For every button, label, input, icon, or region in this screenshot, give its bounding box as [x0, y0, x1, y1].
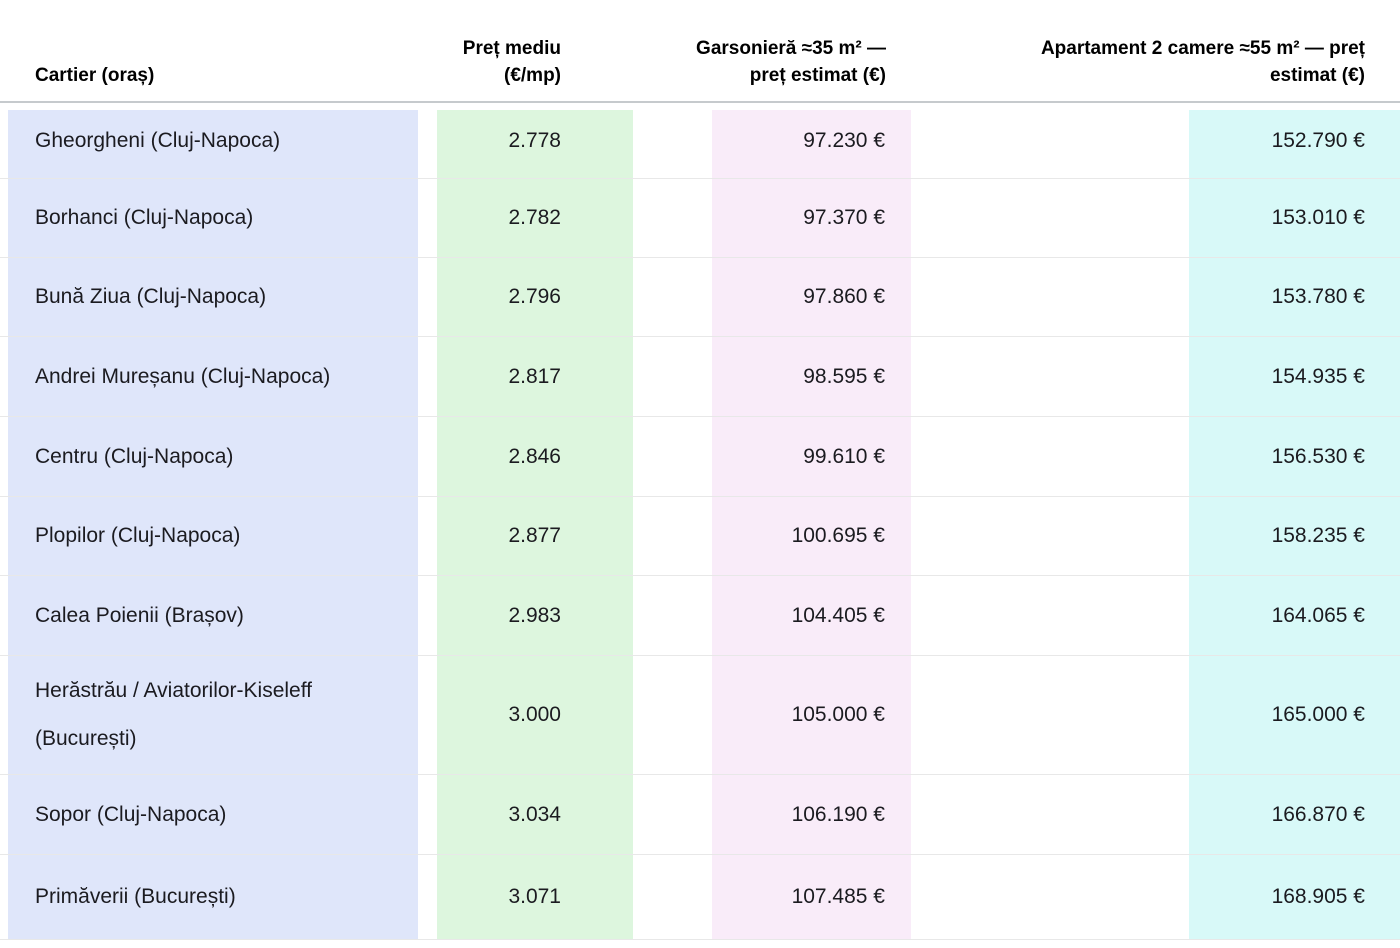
cell-apartament-pret: 166.870 € — [1271, 802, 1365, 826]
table-row: Calea Poienii (Brașov) 2.983 104.405 € 1… — [0, 576, 1400, 656]
column-header-pret-mediu-line1: Preț mediu — [462, 38, 561, 59]
cell-pret-mediu: 2.877 — [508, 524, 561, 547]
table-row: Plopilor (Cluj-Napoca) 2.877 100.695 € 1… — [0, 497, 1400, 576]
cell-garsoniera-pret: 97.370 € — [803, 206, 885, 229]
cell-pret-mediu: 2.817 — [508, 364, 561, 388]
cell-pret-mediu: 2.846 — [508, 444, 561, 468]
cell-garsoniera-pret: 99.610 € — [803, 444, 885, 468]
table-row: Bună Ziua (Cluj-Napoca) 2.796 97.860 € 1… — [0, 258, 1400, 337]
cell-pret-mediu: 2.983 — [508, 603, 561, 627]
cell-cartier: Plopilor (Cluj-Napoca) — [35, 524, 241, 547]
table-body: Gheorgheni (Cluj-Napoca) 2.778 97.230 € … — [0, 103, 1400, 940]
column-header-pret-mediu-line2: (€/mp) — [504, 65, 561, 86]
cell-garsoniera-pret: 100.695 € — [791, 524, 885, 547]
cell-cartier: Centru (Cluj-Napoca) — [35, 444, 234, 468]
cell-apartament-pret: 158.235 € — [1271, 524, 1365, 547]
column-header-apartament-line2: estimat (€) — [1269, 65, 1365, 86]
table-row: Sopor (Cluj-Napoca) 3.034 106.190 € 166.… — [0, 775, 1400, 855]
table-header-row: Cartier (oraș) Preț mediu (€/mp) Garsoni… — [0, 0, 1400, 103]
cell-garsoniera-pret: 98.595 € — [803, 364, 885, 388]
cell-cartier: Borhanci (Cluj-Napoca) — [35, 206, 254, 229]
cell-apartament-pret: 153.010 € — [1271, 206, 1365, 229]
column-header-apartament-line1: Apartament 2 camere ≈55 m² — preț — [1040, 38, 1365, 59]
cell-garsoniera-pret: 106.190 € — [791, 802, 885, 826]
column-header-garsoniera: Garsonieră ≈35 m² — preț estimat (€) — [633, 35, 911, 101]
table-row: Andrei Mureșanu (Cluj-Napoca) 2.817 98.5… — [0, 337, 1400, 417]
cell-apartament-pret: 152.790 € — [1271, 128, 1365, 152]
table-row: Borhanci (Cluj-Napoca) 2.782 97.370 € 15… — [0, 179, 1400, 258]
table-row: Herăstrău / Aviatorilor-Kiseleff (Bucure… — [0, 656, 1400, 775]
cell-cartier: Herăstrău / Aviatorilor-Kiseleff (Bucure… — [35, 679, 313, 750]
cell-pret-mediu: 2.796 — [508, 285, 561, 308]
column-header-apartament: Apartament 2 camere ≈55 m² — preț estima… — [911, 35, 1400, 101]
cell-cartier: Andrei Mureșanu (Cluj-Napoca) — [35, 364, 331, 388]
cell-cartier: Sopor (Cluj-Napoca) — [35, 802, 227, 826]
cell-pret-mediu: 3.071 — [508, 885, 561, 908]
cell-pret-mediu: 3.000 — [508, 703, 561, 726]
column-header-garsoniera-line2: preț estimat (€) — [749, 65, 886, 86]
table-row: Primăverii (București) 3.071 107.485 € 1… — [0, 855, 1400, 940]
cell-apartament-pret: 164.065 € — [1271, 603, 1365, 627]
cell-garsoniera-pret: 107.485 € — [791, 885, 885, 908]
cell-garsoniera-pret: 97.230 € — [803, 128, 885, 152]
column-header-garsoniera-line1: Garsonieră ≈35 m² — — [696, 38, 886, 59]
column-highlight-pret-mediu — [437, 110, 633, 940]
cell-cartier: Gheorgheni (Cluj-Napoca) — [35, 128, 281, 152]
cell-garsoniera-pret: 105.000 € — [791, 703, 885, 726]
column-highlight-apartament — [1189, 110, 1400, 940]
cell-cartier: Calea Poienii (Brașov) — [35, 603, 244, 627]
cell-apartament-pret: 165.000 € — [1271, 703, 1365, 726]
cell-pret-mediu: 2.778 — [508, 128, 561, 152]
column-header-pret-mediu: Preț mediu (€/mp) — [437, 35, 633, 101]
cell-apartament-pret: 168.905 € — [1271, 885, 1365, 908]
cell-garsoniera-pret: 97.860 € — [803, 285, 885, 308]
cell-pret-mediu: 3.034 — [508, 802, 561, 826]
cell-cartier: Primăverii (București) — [35, 885, 236, 908]
cell-apartament-pret: 153.780 € — [1271, 285, 1365, 308]
table-row: Gheorgheni (Cluj-Napoca) 2.778 97.230 € … — [0, 103, 1400, 179]
column-header-cartier-label: Cartier (oraș) — [35, 65, 155, 86]
cell-apartament-pret: 156.530 € — [1271, 444, 1365, 468]
column-highlight-cartier — [8, 110, 418, 940]
cell-cartier: Bună Ziua (Cluj-Napoca) — [35, 285, 267, 308]
column-highlight-garsoniera — [712, 110, 911, 940]
column-header-cartier: Cartier (oraș) — [0, 62, 437, 101]
cell-pret-mediu: 2.782 — [508, 206, 561, 229]
cell-garsoniera-pret: 104.405 € — [791, 603, 885, 627]
table-row: Centru (Cluj-Napoca) 2.846 99.610 € 156.… — [0, 417, 1400, 497]
cell-apartament-pret: 154.935 € — [1271, 364, 1365, 388]
